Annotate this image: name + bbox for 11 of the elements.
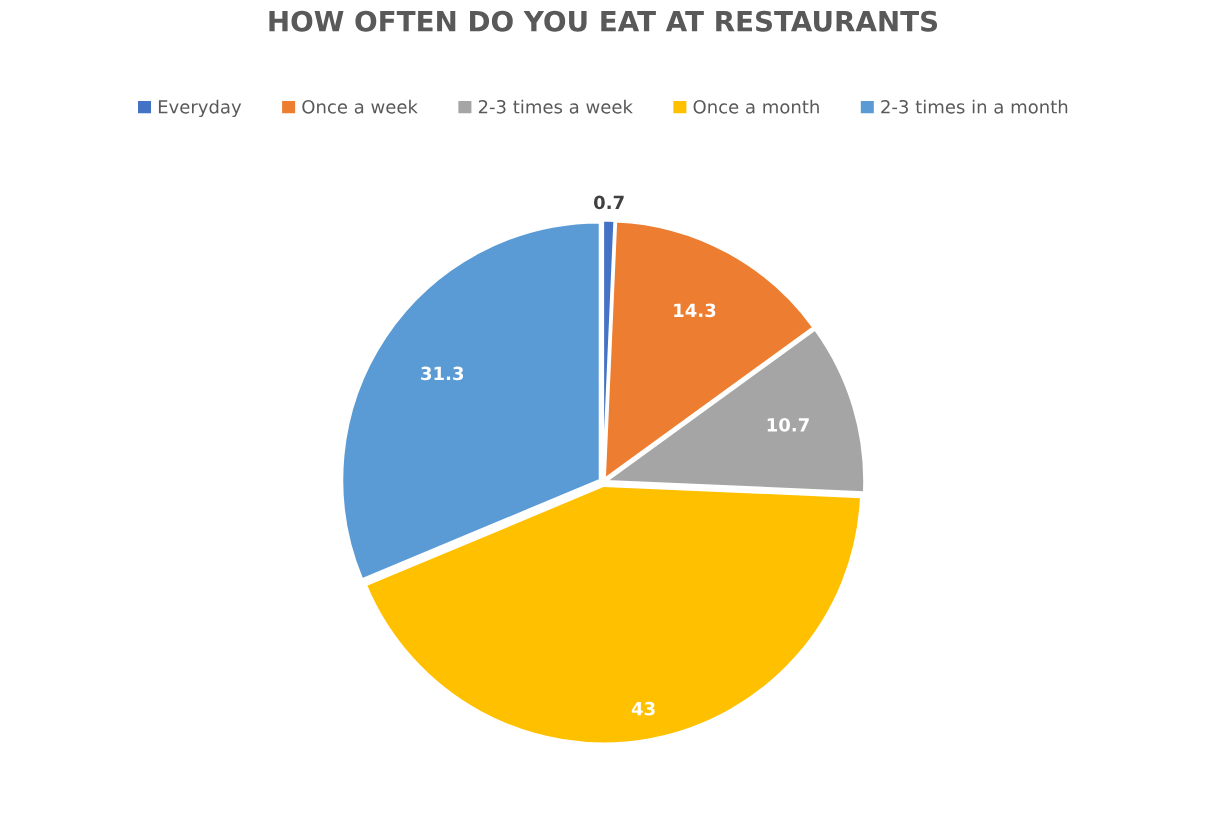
- data-label: 10.7: [767, 418, 809, 432]
- legend-label: Once a month: [693, 99, 819, 114]
- data-label: 0.7: [593, 195, 624, 210]
- data-label: 43: [631, 701, 655, 716]
- chart-title: HOW OFTEN DO YOU EAT AT RESTAURANTS: [269, 10, 938, 32]
- data-label: 14.3: [674, 303, 716, 318]
- legend-label: Everyday: [158, 99, 242, 118]
- legend-label: Once a week: [302, 99, 418, 114]
- legend-label: 2-3 times a week: [478, 99, 633, 114]
- legend-label: 2-3 times in a month: [881, 99, 1068, 114]
- data-label: 31.3: [421, 366, 464, 381]
